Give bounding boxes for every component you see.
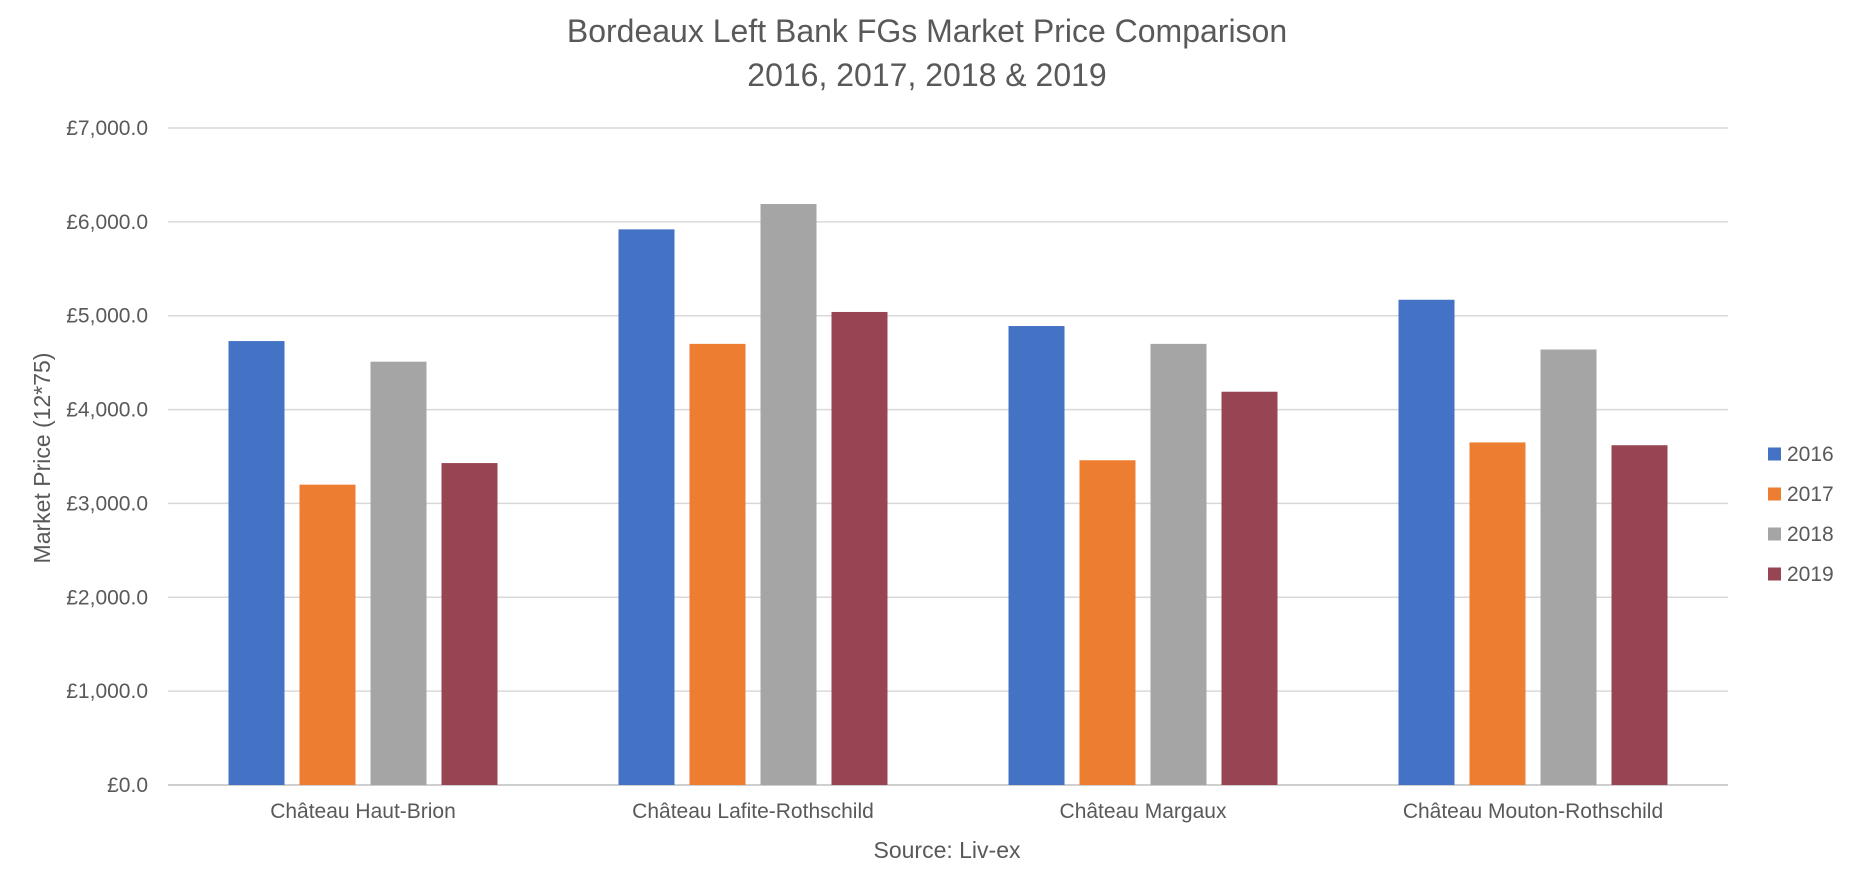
- legend: 2016 2017 2018 2019: [1768, 443, 1834, 586]
- bar-2019-1: [441, 463, 498, 785]
- gridlines: [168, 127, 1728, 786]
- x-category-label: Château Haut-Brion: [270, 800, 456, 823]
- y-tick-label: £3,000.0: [66, 492, 148, 515]
- y-axis-title: Market Price (12*75): [29, 353, 55, 564]
- y-tick-label: £0.0: [107, 774, 148, 797]
- bar-2016-1: [228, 341, 285, 785]
- bar-2017-3: [1079, 460, 1136, 785]
- chart-subtitle: 2016, 2017, 2018 & 2019: [747, 57, 1106, 93]
- legend-swatch-2018: [1768, 527, 1781, 541]
- bar-2019-2: [831, 311, 888, 785]
- x-axis-title: Source: Liv-ex: [873, 837, 1021, 863]
- y-tick-label: £1,000.0: [66, 680, 148, 703]
- bar-2017-4: [1469, 442, 1526, 785]
- bar-2019-3: [1221, 391, 1278, 785]
- legend-label: 2016: [1787, 443, 1834, 466]
- x-category-label: Château Lafite-Rothschild: [632, 800, 874, 823]
- bar-2016-4: [1398, 299, 1455, 785]
- bars: [228, 204, 1668, 785]
- bar-2016-2: [618, 229, 675, 785]
- legend-swatch-2016: [1768, 447, 1781, 461]
- y-tick-label: £5,000.0: [66, 305, 148, 328]
- chart-title: Bordeaux Left Bank FGs Market Price Comp…: [567, 13, 1287, 49]
- x-axis-category-labels: Château Haut-Brion Château Lafite-Rothsch…: [270, 800, 1663, 823]
- bar-2017-1: [299, 484, 356, 785]
- legend-label: 2017: [1787, 483, 1834, 506]
- legend-label: 2019: [1787, 563, 1834, 586]
- bar-2016-3: [1008, 326, 1065, 785]
- y-tick-label: £4,000.0: [66, 399, 148, 422]
- bar-2019-4: [1611, 445, 1668, 785]
- bar-2018-4: [1540, 349, 1597, 785]
- legend-swatch-2017: [1768, 487, 1781, 501]
- bar-2017-2: [689, 343, 746, 785]
- bar-2018-1: [370, 361, 427, 785]
- x-category-label: Château Mouton-Rothschild: [1403, 800, 1663, 823]
- x-category-label: Château Margaux: [1060, 800, 1227, 823]
- y-tick-label: £2,000.0: [66, 586, 148, 609]
- bar-2018-3: [1150, 343, 1207, 785]
- y-axis-tick-labels: £0.0 £1,000.0 £2,000.0 £3,000.0 £4,000.0 £5,0…: [66, 117, 148, 797]
- legend-swatch-2019: [1768, 567, 1781, 581]
- bar-2018-2: [760, 204, 817, 785]
- legend-label: 2018: [1787, 523, 1834, 546]
- y-tick-label: £7,000.0: [66, 117, 148, 140]
- y-tick-label: £6,000.0: [66, 211, 148, 234]
